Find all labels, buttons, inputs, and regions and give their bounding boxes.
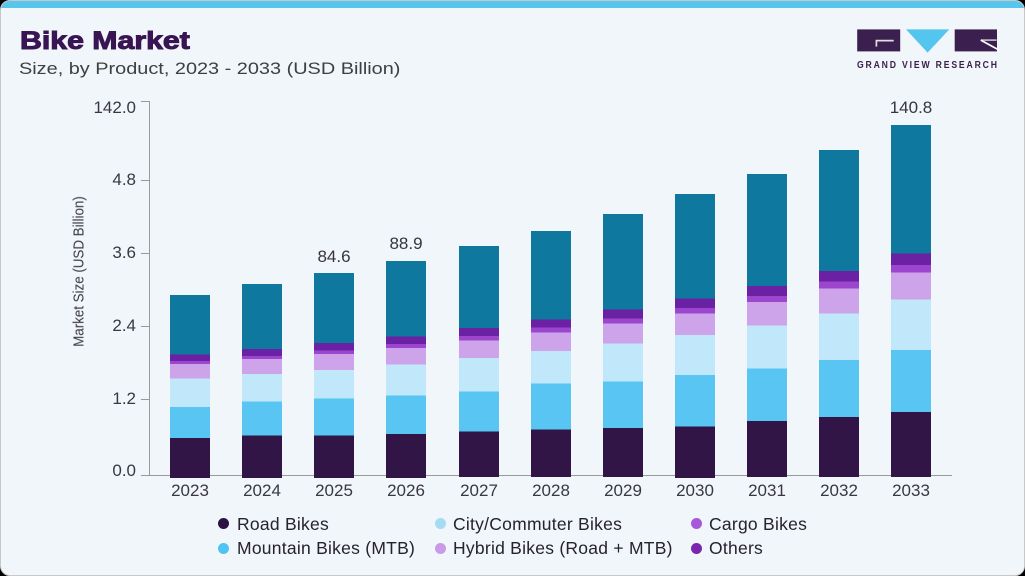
svg-text:GRAND VIEW RESEARCH: GRAND VIEW RESEARCH (857, 60, 999, 71)
